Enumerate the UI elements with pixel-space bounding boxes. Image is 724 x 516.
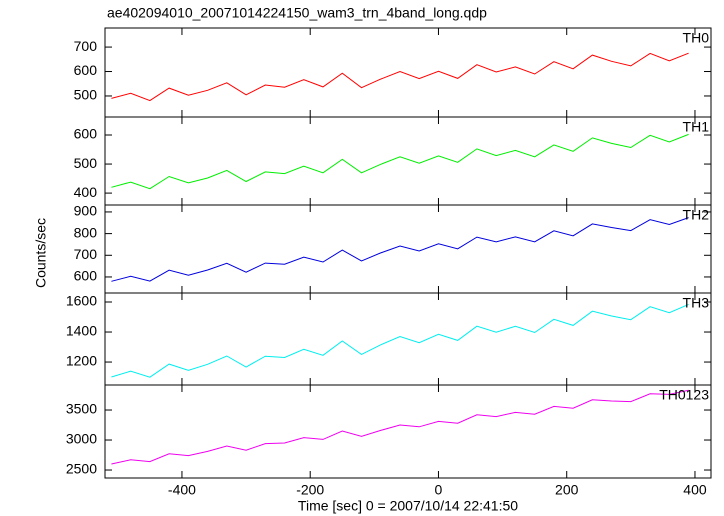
- x-axis-label: Time [sec] 0 = 2007/10/14 22:41:50: [298, 498, 518, 514]
- x-tick-label: 200: [555, 482, 579, 498]
- series-label: TH0: [683, 30, 710, 46]
- chart-title: ae402094010_20071014224150_wam3_trn_4ban…: [107, 5, 487, 21]
- series-label: TH1: [683, 119, 710, 135]
- y-tick-label: 900: [74, 203, 98, 219]
- data-line: [111, 133, 689, 190]
- y-tick-label: 3000: [66, 431, 97, 447]
- panel-frame: [104, 384, 712, 479]
- data-line: [111, 52, 689, 102]
- y-tick-label: 500: [74, 155, 98, 171]
- y-tick-label: 3500: [66, 401, 97, 417]
- panel-frame: [104, 204, 712, 294]
- series-label: TH3: [683, 295, 710, 311]
- series-label: TH0123: [659, 387, 709, 403]
- x-tick-label: -400: [168, 482, 196, 498]
- panel-frame: [104, 116, 712, 206]
- x-tick-label: -200: [296, 482, 324, 498]
- x-tick-label: 0: [435, 482, 443, 498]
- y-tick-label: 600: [74, 62, 98, 78]
- y-tick-label: 600: [74, 268, 98, 284]
- y-tick-label: 600: [74, 126, 98, 142]
- y-tick-label: 1400: [66, 323, 97, 339]
- y-tick-label: 700: [74, 38, 98, 54]
- y-tick-label: 400: [74, 184, 98, 200]
- series-label: TH2: [683, 207, 710, 223]
- data-line: [111, 217, 689, 282]
- y-tick-label: 1200: [66, 353, 97, 369]
- y-tick-label: 700: [74, 246, 98, 262]
- y-axis-label: Counts/sec: [33, 218, 49, 288]
- y-tick-label: 800: [74, 224, 98, 240]
- data-line: [111, 303, 689, 378]
- y-tick-label: 500: [74, 87, 98, 103]
- y-tick-label: 1600: [66, 293, 97, 309]
- panel-frame: [104, 27, 712, 118]
- data-line: [111, 389, 689, 465]
- y-tick-label: 2500: [66, 461, 97, 477]
- x-tick-label: 400: [683, 482, 707, 498]
